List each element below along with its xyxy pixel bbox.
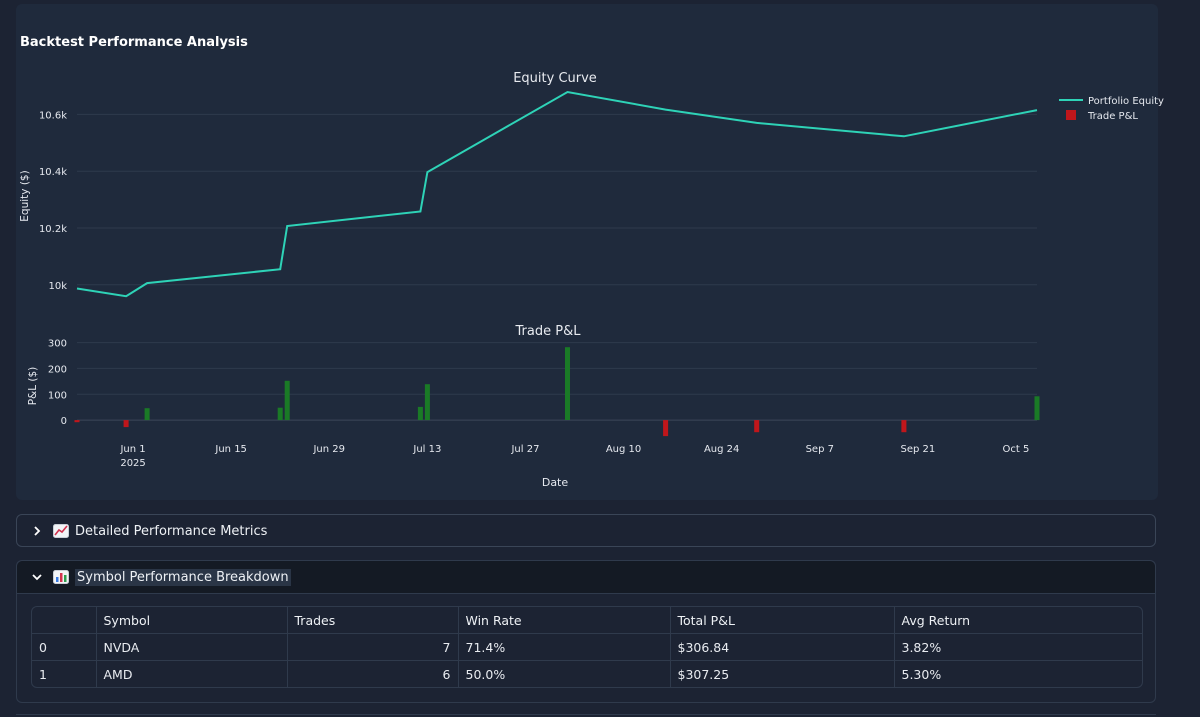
legend-pnl-label: Trade P&L bbox=[1087, 111, 1138, 122]
bar-chart-icon bbox=[53, 570, 69, 584]
table-cell[interactable]: 7 bbox=[287, 633, 459, 661]
x-tick-label: Jun 15 bbox=[214, 444, 247, 455]
pnl-y-axis-label: P&L ($) bbox=[27, 367, 39, 406]
metrics-expander[interactable]: Detailed Performance Metrics bbox=[16, 514, 1156, 547]
symbols-expander-label: Symbol Performance Breakdown bbox=[75, 568, 291, 586]
table-cell[interactable]: $307.25 bbox=[670, 660, 895, 687]
equity-y-tick-label: 10k bbox=[48, 281, 67, 292]
equity-y-axis-label: Equity ($) bbox=[19, 170, 31, 221]
section-title: Backtest Performance Analysis bbox=[20, 35, 248, 50]
pnl-bar[interactable] bbox=[417, 406, 423, 421]
symbols-expander[interactable]: Symbol Performance Breakdown bbox=[16, 560, 1156, 703]
pnl-bar[interactable] bbox=[123, 420, 129, 428]
equity-y-tick-label: 10.2k bbox=[39, 224, 67, 235]
pnl-bar[interactable] bbox=[754, 420, 760, 433]
table-cell[interactable]: 71.4% bbox=[458, 633, 671, 661]
x-tick-label: Oct 5 bbox=[1003, 444, 1030, 455]
legend-pnl-swatch bbox=[1066, 110, 1076, 120]
symbol-table[interactable]: Symbol Trades Win Rate Total P&L Avg Ret… bbox=[31, 606, 1143, 688]
equity-y-tick-label: 10.6k bbox=[39, 110, 67, 121]
pnl-bar[interactable] bbox=[565, 347, 570, 420]
chevron-down-icon bbox=[31, 572, 43, 582]
chart-card bbox=[16, 4, 1158, 500]
metrics-expander-label: Detailed Performance Metrics bbox=[75, 523, 268, 539]
pnl-y-tick-label: 100 bbox=[48, 390, 67, 401]
table-header-row: Symbol Trades Win Rate Total P&L Avg Ret… bbox=[32, 607, 1142, 634]
x-tick-label: Aug 24 bbox=[704, 444, 739, 455]
x-tick-label: Jun 1 bbox=[119, 444, 145, 455]
x-tick-label: Jun 29 bbox=[312, 444, 345, 455]
metrics-expander-header[interactable]: Detailed Performance Metrics bbox=[17, 515, 1155, 547]
x-tick-label: Aug 10 bbox=[606, 444, 641, 455]
divider bbox=[16, 714, 1156, 715]
pnl-chart-title: Trade P&L bbox=[515, 324, 582, 339]
pnl-bar[interactable] bbox=[284, 380, 290, 421]
equity-chart-title: Equity Curve bbox=[513, 71, 597, 86]
table-cell[interactable]: AMD bbox=[96, 660, 288, 687]
legend-equity-label: Portfolio Equity bbox=[1088, 96, 1164, 107]
x-tick-label: Jul 13 bbox=[412, 444, 441, 455]
pnl-bar[interactable] bbox=[144, 408, 150, 421]
x-tick-year-label: 2025 bbox=[120, 458, 145, 469]
pnl-bar[interactable] bbox=[901, 420, 907, 433]
x-tick-label: Sep 7 bbox=[806, 444, 834, 455]
table-cell[interactable]: 0 bbox=[32, 633, 97, 661]
table-cell[interactable]: 6 bbox=[287, 660, 459, 687]
table-cell[interactable]: 3.82% bbox=[894, 633, 1142, 661]
column-header-trades[interactable]: Trades bbox=[287, 607, 459, 634]
table-cell[interactable]: $306.84 bbox=[670, 633, 895, 661]
pnl-bar[interactable] bbox=[74, 420, 80, 423]
table-cell[interactable]: 1 bbox=[32, 660, 97, 687]
column-header-win-rate[interactable]: Win Rate bbox=[458, 607, 671, 634]
table-cell[interactable]: 50.0% bbox=[458, 660, 671, 687]
chevron-right-icon bbox=[31, 526, 43, 536]
x-axis-label: Date bbox=[542, 476, 569, 489]
equity-y-tick-label: 10.4k bbox=[39, 167, 67, 178]
symbols-expander-header[interactable]: Symbol Performance Breakdown bbox=[17, 561, 1155, 594]
column-header-total-pnl[interactable]: Total P&L bbox=[670, 607, 895, 634]
pnl-bar[interactable] bbox=[277, 407, 283, 421]
pnl-y-tick-label: 0 bbox=[61, 416, 67, 427]
column-header-index[interactable] bbox=[32, 607, 97, 634]
column-header-symbol[interactable]: Symbol bbox=[96, 607, 288, 634]
table-row[interactable]: 1 AMD 6 50.0% $307.25 5.30% bbox=[32, 660, 1142, 687]
column-header-avg-return[interactable]: Avg Return bbox=[894, 607, 1142, 634]
pnl-bar[interactable] bbox=[663, 420, 669, 437]
equity-line[interactable] bbox=[76, 90, 1038, 298]
chart-increasing-icon bbox=[53, 524, 69, 538]
pnl-y-tick-label: 200 bbox=[48, 364, 67, 375]
pnl-y-tick-label: 300 bbox=[48, 339, 67, 350]
table-cell[interactable]: NVDA bbox=[96, 633, 288, 661]
pnl-bar[interactable] bbox=[1034, 396, 1040, 421]
x-tick-label: Sep 21 bbox=[900, 444, 935, 455]
table-row[interactable]: 0 NVDA 7 71.4% $306.84 3.82% bbox=[32, 633, 1142, 661]
x-tick-label: Jul 27 bbox=[510, 444, 539, 455]
pnl-bar[interactable] bbox=[424, 384, 430, 421]
performance-chart[interactable]: 10k 10.2k 10.4k 10.6k Equity Curve Equity ($)… bbox=[0, 0, 1200, 500]
table-cell[interactable]: 5.30% bbox=[901, 666, 942, 682]
